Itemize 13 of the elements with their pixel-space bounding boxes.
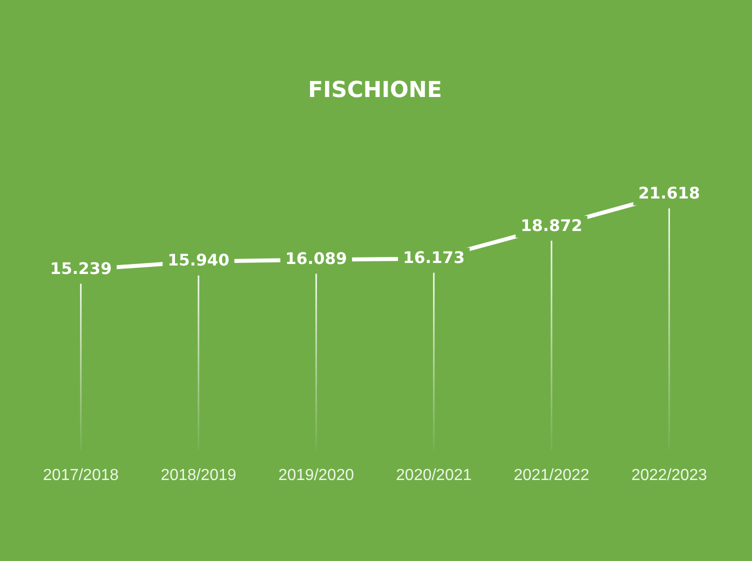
x-tick-label: 2019/2020: [278, 466, 354, 484]
data-label: 15.940: [168, 250, 230, 270]
data-label: 16.089: [285, 248, 348, 268]
x-tick-label: 2020/2021: [396, 466, 472, 484]
x-tick-label: 2018/2019: [160, 466, 236, 484]
data-label: 18.872: [520, 216, 582, 235]
x-tick-label: 2021/2022: [514, 466, 590, 484]
chart-title: FISCHIONE: [308, 78, 442, 103]
x-tick-label: 2017/2018: [43, 466, 119, 484]
data-label: 15.239: [50, 258, 112, 278]
data-label: 16.173: [402, 248, 465, 267]
data-label: 21.618: [638, 184, 700, 203]
x-tick-label: 2022/2023: [631, 466, 708, 484]
